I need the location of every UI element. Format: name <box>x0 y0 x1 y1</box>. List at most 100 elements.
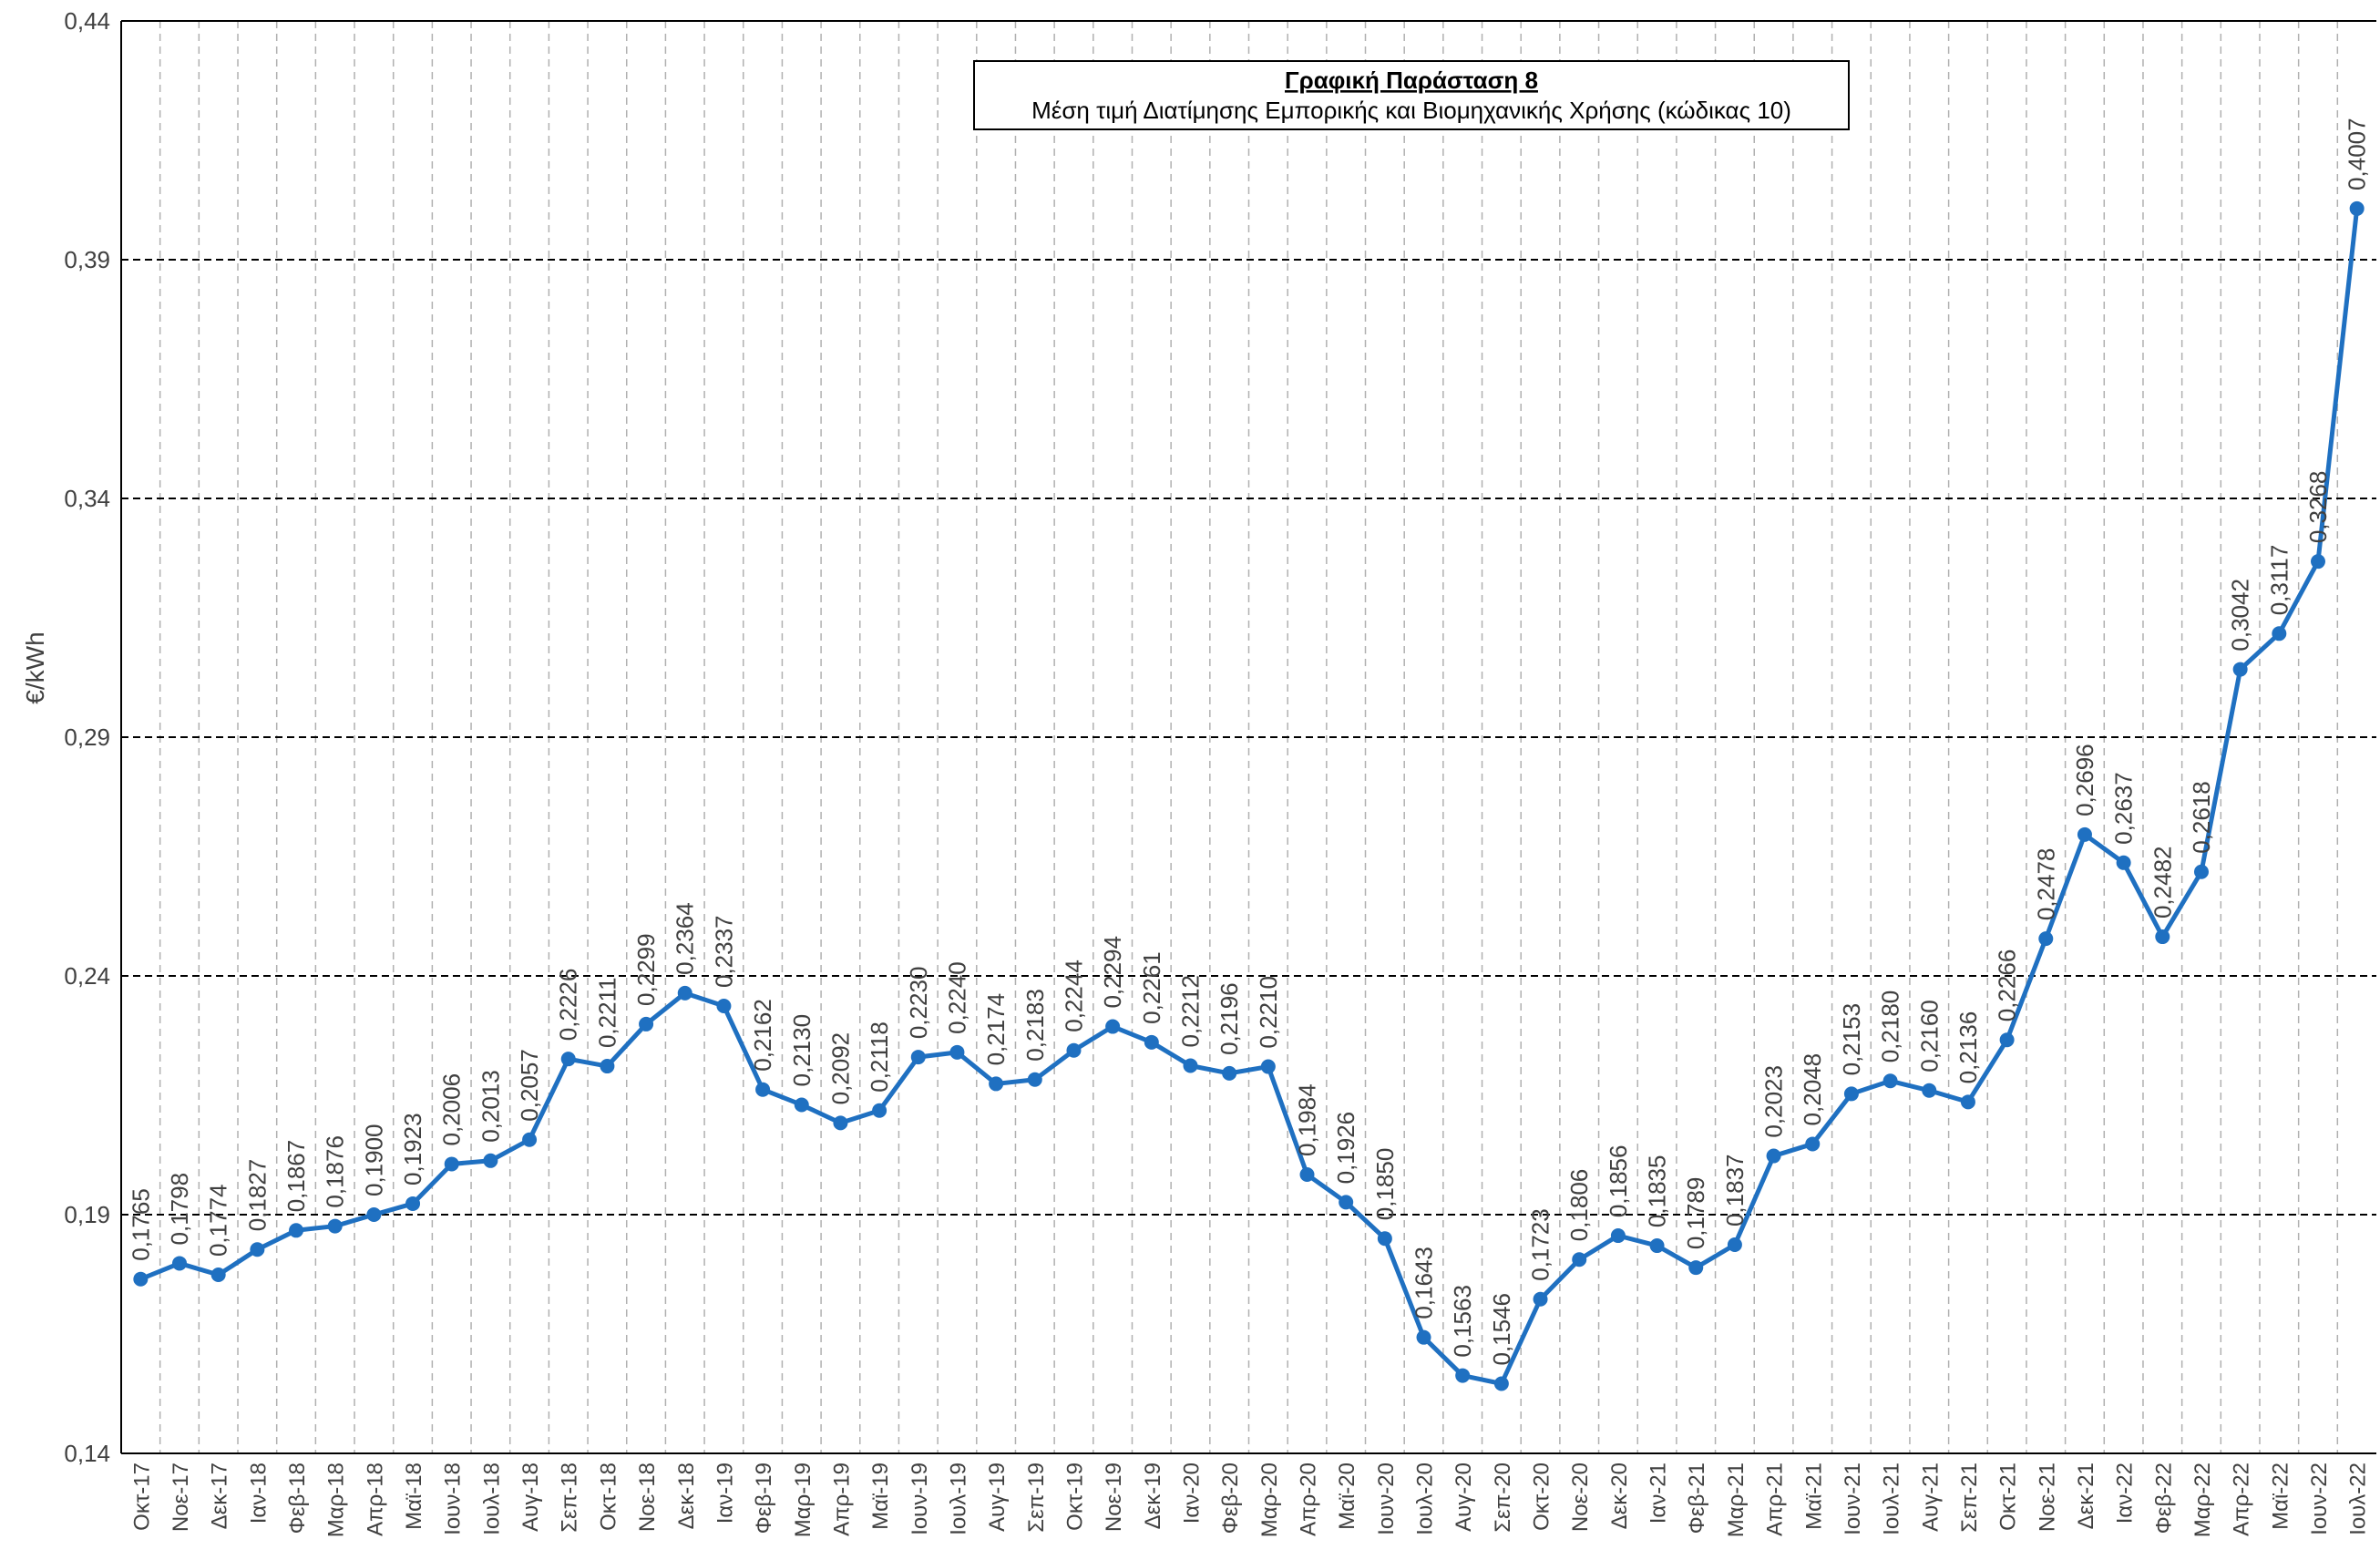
data-label: 0,2244 <box>1060 960 1087 1032</box>
data-point <box>1105 1019 1121 1034</box>
x-tick-label: Ιαν-18 <box>246 1462 271 1524</box>
data-label: 0,2048 <box>1799 1053 1826 1126</box>
x-tick-label: Ιουν-22 <box>2307 1462 2332 1535</box>
data-label: 0,2006 <box>438 1073 466 1146</box>
data-point <box>1960 1094 1975 1110</box>
data-point <box>2077 826 2092 842</box>
data-point <box>1377 1231 1392 1247</box>
data-label: 0,1835 <box>1644 1155 1671 1228</box>
data-point <box>560 1052 576 1067</box>
x-tick-label: Φεβ-22 <box>2151 1462 2176 1534</box>
data-label: 0,1643 <box>1411 1247 1438 1319</box>
data-label: 0,2299 <box>632 933 660 1006</box>
x-tick-label: Ιουλ-19 <box>946 1462 970 1535</box>
data-point <box>1183 1058 1198 1073</box>
chart-title: Γραφική Παράσταση 8 <box>1285 67 1538 94</box>
data-point <box>2310 554 2325 570</box>
data-point <box>2349 200 2365 216</box>
x-tick-label: Νοε-19 <box>1102 1462 1126 1532</box>
data-label: 0,1900 <box>360 1124 387 1196</box>
x-tick-label: Ιαν-20 <box>1179 1462 1204 1524</box>
y-axis-label: €/kWh <box>21 631 49 703</box>
data-point <box>405 1196 421 1211</box>
data-point <box>872 1103 887 1118</box>
x-tick-label: Ιουν-19 <box>908 1462 932 1535</box>
data-label: 0,1546 <box>1488 1293 1515 1366</box>
data-point <box>1727 1237 1742 1253</box>
data-label: 0,2174 <box>982 993 1010 1066</box>
x-tick-label: Σεπ-20 <box>1491 1462 1515 1533</box>
x-tick-label: Σεπ-19 <box>1024 1462 1049 1533</box>
data-label: 0,1926 <box>1332 1112 1359 1185</box>
data-label: 0,1765 <box>127 1188 154 1261</box>
data-point <box>600 1059 615 1074</box>
data-label: 0,1723 <box>1527 1208 1554 1281</box>
data-point <box>327 1218 343 1234</box>
data-point <box>2232 662 2248 677</box>
data-label: 0,2196 <box>1216 982 1243 1055</box>
data-label: 0,2183 <box>1021 989 1049 1062</box>
data-point <box>2116 855 2131 870</box>
data-point <box>366 1207 382 1222</box>
data-label: 0,2211 <box>593 977 621 1048</box>
data-point <box>1455 1368 1471 1383</box>
data-label: 0,1806 <box>1565 1169 1593 1242</box>
data-label: 0,2136 <box>1954 1011 1982 1084</box>
x-tick-label: Μαρ-20 <box>1257 1462 1282 1537</box>
x-tick-label: Δεκ-20 <box>1607 1462 1632 1529</box>
data-point <box>989 1076 1004 1092</box>
x-tick-label: Μαρ-19 <box>791 1462 816 1537</box>
data-label: 0,2618 <box>2188 781 2215 854</box>
data-label: 0,2212 <box>1176 975 1204 1048</box>
y-tick-label: 0,14 <box>64 1440 110 1467</box>
x-tick-label: Μαϊ-18 <box>402 1462 426 1530</box>
data-label: 0,2696 <box>2071 744 2098 816</box>
x-tick-label: Απρ-22 <box>2230 1462 2254 1536</box>
x-tick-label: Οκτ-21 <box>1996 1462 2021 1531</box>
x-tick-label: Απρ-20 <box>1297 1462 1321 1536</box>
title-box <box>973 60 1850 130</box>
data-point <box>2038 931 2054 947</box>
data-point <box>677 985 692 1001</box>
data-label: 0,2153 <box>1838 1003 1865 1076</box>
x-tick-label: Μαϊ-20 <box>1335 1462 1359 1530</box>
data-label: 0,2364 <box>672 902 699 975</box>
x-tick-label: Ιαν-22 <box>2113 1462 2138 1524</box>
data-label: 0,2130 <box>788 1014 816 1087</box>
data-point <box>1416 1329 1431 1345</box>
data-point <box>1766 1148 1781 1164</box>
x-tick-label: Αυγ-19 <box>985 1462 1010 1532</box>
x-tick-label: Ιουν-18 <box>441 1462 466 1535</box>
x-tick-label: Αυγ-21 <box>1918 1462 1943 1532</box>
x-tick-label: Σεπ-18 <box>558 1462 582 1533</box>
x-tick-label: Ιουν-20 <box>1374 1462 1399 1535</box>
data-label: 0,2226 <box>555 969 582 1042</box>
x-tick-label: Ιουλ-22 <box>2346 1462 2371 1535</box>
x-tick-label: Ιουλ-18 <box>479 1462 504 1535</box>
x-tick-label: Ιαν-19 <box>713 1462 737 1524</box>
x-tick-label: Οκτ-20 <box>1530 1462 1554 1531</box>
data-label: 0,2180 <box>1877 990 1904 1063</box>
data-label: 0,1827 <box>243 1159 271 1232</box>
x-tick-label: Οκτ-17 <box>129 1462 154 1531</box>
data-label: 0,2482 <box>2149 847 2176 919</box>
data-label: 0,4007 <box>2344 118 2371 190</box>
data-label: 0,2057 <box>516 1049 543 1122</box>
chart-subtitle: Μέση τιμή Διατίμησης Εμπορικής και Βιομη… <box>1031 97 1791 124</box>
data-label: 0,2337 <box>710 915 737 988</box>
x-tick-label: Μαρ-22 <box>2190 1462 2215 1537</box>
data-label: 0,2092 <box>826 1032 854 1105</box>
data-label: 0,2478 <box>2032 848 2059 921</box>
data-point <box>1222 1065 1237 1081</box>
x-tick-label: Αυγ-18 <box>518 1462 543 1532</box>
data-point <box>172 1256 188 1271</box>
data-label: 0,3268 <box>2304 471 2332 544</box>
data-point <box>250 1242 265 1257</box>
x-tick-label: Μαϊ-21 <box>1801 1462 1826 1530</box>
x-tick-label: Δεκ-17 <box>208 1462 232 1529</box>
data-label: 0,1563 <box>1449 1285 1476 1358</box>
x-tick-label: Δεκ-21 <box>2074 1462 2098 1529</box>
x-tick-label: Φεβ-19 <box>752 1462 776 1534</box>
data-label: 0,2266 <box>1994 949 2021 1022</box>
data-label: 0,1856 <box>1605 1145 1632 1218</box>
